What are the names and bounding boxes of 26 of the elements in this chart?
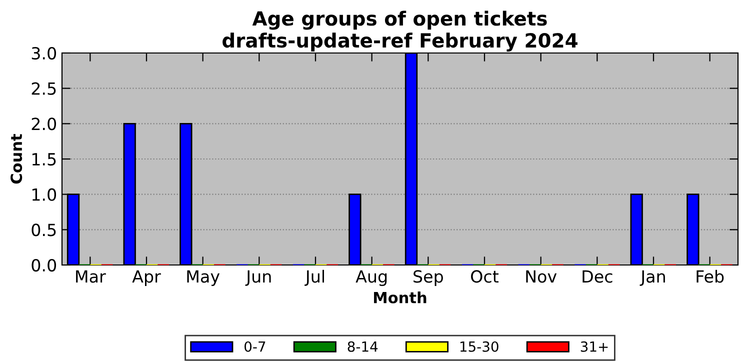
y-tick-label: 0.0 (32, 258, 56, 272)
x-tick-label: Oct (471, 270, 499, 283)
x-tick-label: Feb (696, 270, 724, 283)
x-tick-label: Jun (245, 270, 271, 286)
y-tick-label: 0.5 (32, 224, 56, 236)
x-tick-label: Mar (76, 270, 106, 283)
y-tick-label: 1.5 (32, 153, 56, 166)
x-tick-label: May (187, 270, 220, 286)
y-tick-label: 1.0 (32, 188, 56, 201)
x-tick-label: Dec (582, 270, 612, 283)
x-tick-label: Apr (132, 270, 161, 286)
x-tick-label: Sep (414, 270, 443, 286)
legend-label: 8-14 (348, 341, 378, 352)
x-tick-label: Jan (640, 270, 665, 286)
chart-title: Age groups of open tickets drafts-update-ref February 2024 (222, 10, 578, 52)
x-tick-label: Jul (304, 270, 324, 286)
legend-label: 31+ (580, 341, 608, 352)
legend-label: 0-7 (244, 341, 266, 352)
y-axis-title: Count (10, 134, 22, 184)
y-tick-label: 3.0 (32, 46, 56, 60)
y-tick-label: 2.0 (32, 118, 56, 130)
x-tick-label: Nov (526, 270, 557, 283)
x-tick-label: Aug (356, 270, 387, 286)
y-tick-label: 2.5 (32, 82, 56, 95)
x-axis-title: Month (374, 292, 426, 304)
legend-label: 15-30 (460, 341, 498, 352)
